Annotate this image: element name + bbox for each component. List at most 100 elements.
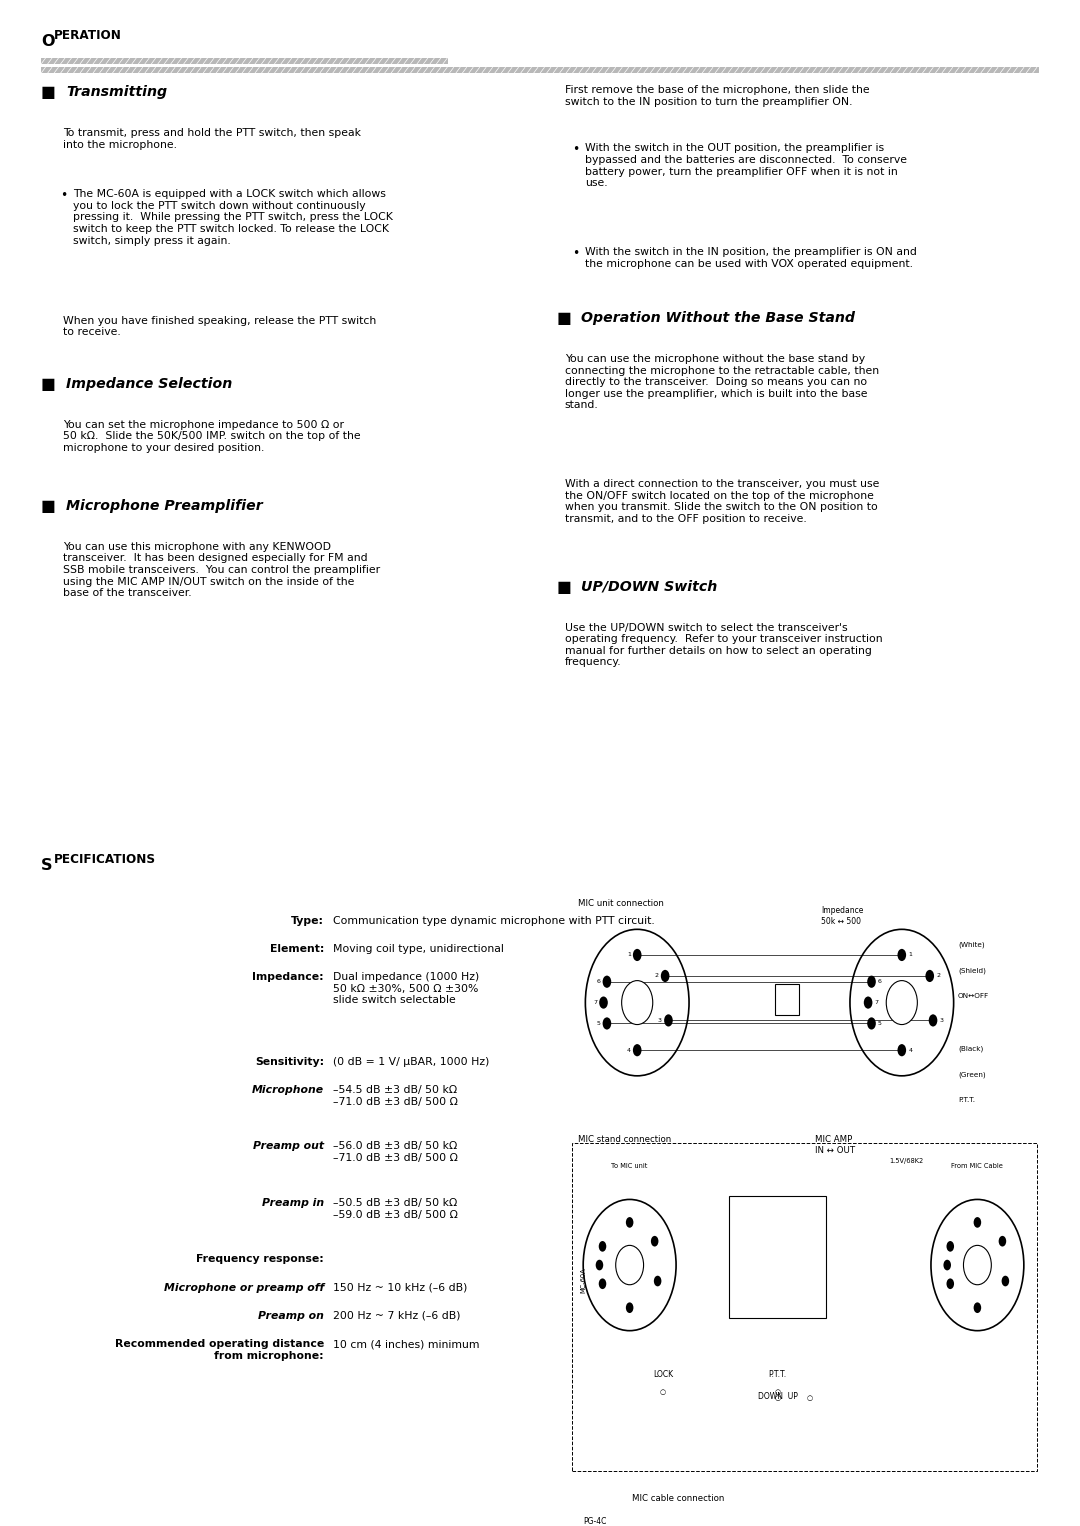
Text: Frequency response:: Frequency response: [197, 1254, 324, 1265]
Text: Element:: Element: [270, 943, 324, 954]
Text: –50.5 dB ±3 dB/ 50 kΩ
–59.0 dB ±3 dB/ 500 Ω: –50.5 dB ±3 dB/ 50 kΩ –59.0 dB ±3 dB/ 50… [333, 1198, 458, 1219]
Circle shape [598, 1279, 606, 1289]
Text: Microphone or preamp off: Microphone or preamp off [164, 1282, 324, 1293]
Text: ○: ○ [774, 1395, 781, 1401]
Text: (0 dB = 1 V/ μBAR, 1000 Hz): (0 dB = 1 V/ μBAR, 1000 Hz) [333, 1058, 489, 1067]
Text: Dual impedance (1000 Hz)
50 kΩ ±30%, 500 Ω ±30%
slide switch selectable: Dual impedance (1000 Hz) 50 kΩ ±30%, 500… [333, 972, 478, 1006]
Text: 1: 1 [908, 952, 913, 957]
Text: MIC AMP
IN ↔ OUT: MIC AMP IN ↔ OUT [815, 1135, 855, 1155]
Text: •: • [572, 143, 580, 157]
Text: Microphone: Microphone [252, 1085, 324, 1096]
Text: P.T.T.: P.T.T. [958, 1097, 975, 1103]
Bar [41, 67, 1039, 73]
Text: –56.0 dB ±3 dB/ 50 kΩ
–71.0 dB ±3 dB/ 500 Ω: –56.0 dB ±3 dB/ 50 kΩ –71.0 dB ±3 dB/ 50… [333, 1141, 458, 1163]
Bar [572, 1143, 1037, 1471]
Circle shape [1001, 1276, 1009, 1286]
Text: Type:: Type: [291, 916, 324, 926]
Text: Use the UP/DOWN switch to select the transceiver's
operating frequency.  Refer t: Use the UP/DOWN switch to select the tra… [565, 623, 882, 667]
Circle shape [633, 949, 642, 961]
Circle shape [626, 1218, 634, 1228]
Text: ■: ■ [41, 85, 56, 101]
Text: (Green): (Green) [958, 1071, 986, 1077]
Text: PERATION: PERATION [54, 29, 122, 43]
Text: With a direct connection to the transceiver, you must use
the ON/OFF switch loca: With a direct connection to the transcei… [565, 479, 879, 523]
Text: MIC stand connection: MIC stand connection [578, 1135, 671, 1144]
Text: •: • [572, 247, 580, 261]
Text: 5: 5 [596, 1021, 600, 1025]
Text: The MC-60A is equipped with a LOCK switch which allows
you to lock the PTT switc: The MC-60A is equipped with a LOCK switc… [73, 189, 393, 246]
Text: Impedance Selection: Impedance Selection [66, 377, 232, 391]
Circle shape [622, 981, 652, 1024]
Circle shape [603, 1018, 611, 1030]
Circle shape [926, 971, 934, 983]
Circle shape [946, 1241, 954, 1251]
Text: (Shield): (Shield) [958, 967, 986, 974]
Circle shape [599, 996, 608, 1009]
Circle shape [598, 1241, 606, 1251]
Text: 3: 3 [658, 1018, 662, 1022]
Text: Moving coil type, unidirectional: Moving coil type, unidirectional [333, 943, 503, 954]
Text: First remove the base of the microphone, then slide the
switch to the IN positio: First remove the base of the microphone,… [565, 85, 869, 107]
Text: 1.5V/68K2: 1.5V/68K2 [889, 1158, 923, 1164]
Text: Preamp in: Preamp in [261, 1198, 324, 1209]
Text: Communication type dynamic microphone with PTT circuit.: Communication type dynamic microphone wi… [333, 916, 654, 926]
Text: MIC cable connection: MIC cable connection [632, 1494, 725, 1503]
Text: You can use the microphone without the base stand by
connecting the microphone t: You can use the microphone without the b… [565, 354, 879, 410]
Text: 200 Hz ~ 7 kHz (–6 dB): 200 Hz ~ 7 kHz (–6 dB) [333, 1311, 460, 1322]
Circle shape [661, 971, 670, 983]
Text: 7: 7 [875, 1000, 879, 1006]
Text: ■: ■ [556, 311, 571, 327]
Text: P.T.T.: P.T.T. [769, 1370, 786, 1380]
Text: LOCK: LOCK [653, 1370, 673, 1380]
Circle shape [616, 1245, 644, 1285]
Text: MIC unit connection: MIC unit connection [578, 899, 664, 908]
Text: (Black): (Black) [958, 1045, 983, 1051]
Text: Operation Without the Base Stand: Operation Without the Base Stand [581, 311, 855, 325]
Text: 2: 2 [654, 974, 659, 978]
Text: Impedance
50k ↔ 500: Impedance 50k ↔ 500 [821, 906, 863, 926]
Text: 5: 5 [878, 1021, 882, 1025]
Text: 1: 1 [626, 952, 631, 957]
Circle shape [633, 1044, 642, 1056]
Circle shape [973, 1302, 981, 1312]
Text: 3: 3 [940, 1018, 944, 1022]
Text: UP/DOWN Switch: UP/DOWN Switch [581, 580, 717, 594]
Text: Recommended operating distance
from microphone:: Recommended operating distance from micr… [114, 1340, 324, 1361]
Text: 4: 4 [626, 1048, 631, 1053]
Circle shape [999, 1236, 1007, 1247]
Circle shape [603, 975, 611, 987]
Circle shape [653, 1276, 661, 1286]
Text: amp: amp [771, 1270, 784, 1274]
Bar [729, 1196, 826, 1318]
Bar [775, 984, 799, 1015]
Text: When you have finished speaking, release the PTT switch
to receive.: When you have finished speaking, release… [63, 316, 376, 337]
Circle shape [897, 949, 906, 961]
Text: Preamp on: Preamp on [258, 1311, 324, 1322]
Text: ○: ○ [660, 1389, 666, 1395]
Circle shape [946, 1279, 954, 1289]
Circle shape [664, 1015, 673, 1027]
Text: 6: 6 [596, 980, 600, 984]
Text: PECIFICATIONS: PECIFICATIONS [54, 853, 157, 867]
Text: 2: 2 [936, 974, 941, 978]
Text: To MIC unit: To MIC unit [611, 1163, 648, 1169]
Text: 150 Hz ~ 10 kHz (–6 dB): 150 Hz ~ 10 kHz (–6 dB) [333, 1282, 467, 1293]
Circle shape [651, 1236, 659, 1247]
Text: Sensitivity:: Sensitivity: [255, 1058, 324, 1067]
Text: O: O [41, 34, 54, 49]
Text: –54.5 dB ±3 dB/ 50 kΩ
–71.0 dB ±3 dB/ 500 Ω: –54.5 dB ±3 dB/ 50 kΩ –71.0 dB ±3 dB/ 50… [333, 1085, 458, 1106]
Text: 2SC1815(GR): 2SC1815(GR) [757, 1230, 798, 1235]
Text: ○: ○ [807, 1395, 813, 1401]
Circle shape [897, 1044, 906, 1056]
Text: 4: 4 [908, 1048, 913, 1053]
Text: ○: ○ [774, 1389, 781, 1395]
Circle shape [944, 1260, 951, 1270]
Text: 10 cm (4 inches) minimum: 10 cm (4 inches) minimum [333, 1340, 480, 1349]
Text: You can set the microphone impedance to 500 Ω or
50 kΩ.  Slide the 50K/500 IMP. : You can set the microphone impedance to … [63, 420, 361, 453]
Circle shape [864, 996, 873, 1009]
Circle shape [887, 981, 917, 1024]
Text: ■: ■ [41, 499, 56, 514]
Text: DOWN  UP: DOWN UP [758, 1392, 797, 1401]
Text: MC-60A: MC-60A [580, 1268, 586, 1293]
Text: ■: ■ [556, 580, 571, 595]
